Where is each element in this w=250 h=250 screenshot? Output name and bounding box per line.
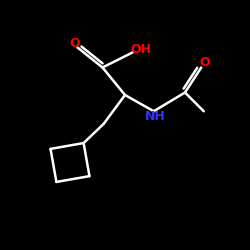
Text: OH: OH — [130, 43, 151, 56]
Text: O: O — [69, 37, 80, 50]
Text: O: O — [199, 56, 209, 70]
Text: NH: NH — [145, 110, 166, 123]
